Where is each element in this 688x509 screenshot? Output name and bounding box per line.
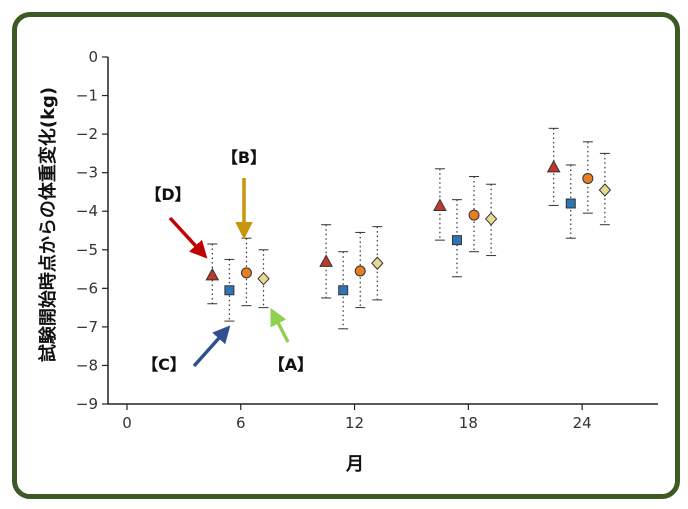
annotation-label: 【C】	[142, 355, 186, 374]
annotation-arrow	[168, 216, 208, 259]
data-point-circle	[354, 265, 366, 277]
annotation-arrow	[270, 307, 290, 343]
data-point-diamond	[598, 183, 612, 197]
chart-frame	[12, 12, 680, 499]
data-point-circle	[582, 172, 594, 184]
annotation-label: 【B】	[222, 148, 266, 167]
annotation-label: 【D】	[145, 185, 190, 204]
y-tick-label: −3	[76, 164, 98, 182]
data-point-triangle	[433, 198, 447, 211]
series-2	[240, 141, 594, 309]
data-point-circle	[240, 267, 252, 279]
data-point-diamond	[484, 212, 498, 226]
x-axis-title: 月	[345, 454, 364, 475]
x-tick-label: 6	[236, 414, 246, 432]
data-point-diamond	[371, 256, 384, 271]
y-tick-label: −9	[76, 395, 98, 413]
series-0	[205, 127, 561, 305]
data-point-square	[451, 235, 462, 246]
y-tick-label: −6	[76, 279, 98, 297]
y-tick-label: 0	[88, 48, 98, 66]
data-point-triangle	[319, 254, 333, 267]
y-tick-label: −5	[76, 241, 98, 259]
data-point-square	[338, 285, 349, 296]
x-tick-label: 18	[459, 414, 478, 432]
data-point-square	[224, 285, 235, 296]
series-1	[224, 164, 576, 330]
y-tick-label: −1	[76, 87, 98, 105]
y-tick-label: −7	[76, 318, 98, 336]
annotation-label: 【A】	[269, 355, 313, 374]
data-point-triangle	[546, 159, 561, 173]
annotation-arrow	[192, 325, 231, 368]
data-point-diamond	[257, 271, 270, 286]
series-3	[257, 152, 612, 309]
data-point-square	[565, 198, 576, 209]
y-axis-title: 試験開始時点からの体重変化(kg)	[37, 87, 59, 362]
y-tick-label: −8	[76, 356, 98, 374]
data-point-triangle	[205, 267, 220, 281]
x-tick-label: 24	[573, 414, 592, 432]
y-tick-label: −2	[76, 125, 98, 143]
data-point-circle	[468, 209, 480, 221]
y-tick-label: −4	[76, 202, 98, 220]
x-tick-label: 12	[345, 414, 364, 432]
x-tick-label: 0	[122, 414, 132, 432]
